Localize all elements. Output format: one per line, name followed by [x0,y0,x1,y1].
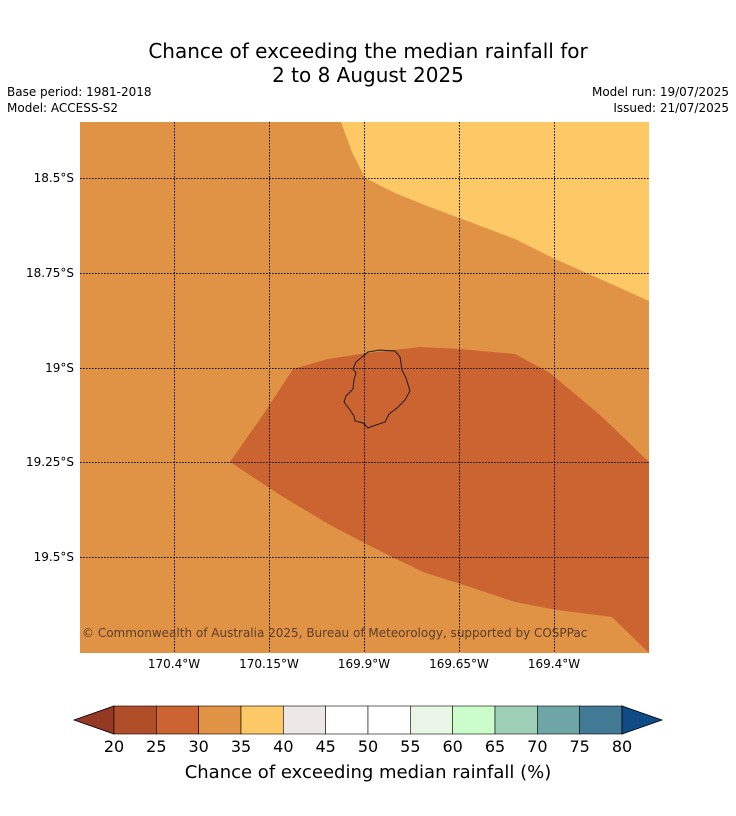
colorbar-tick-25: 25 [146,737,167,756]
colorbar-segment-10 [537,705,580,735]
colorbar-label: Chance of exceeding median rainfall (%) [184,762,552,783]
colorbar-tick-55: 55 [400,737,421,756]
colorbar-tick-35: 35 [230,737,252,756]
colorbar-segment-2 [198,705,242,735]
colorbar-tick-75: 75 [569,737,590,756]
lat-tick-18-75: 18.75°S [26,266,74,280]
colorbar-tick-30: 30 [188,737,209,756]
model-label: Model: ACCESS-S2 [7,101,119,115]
colorbar [72,705,664,735]
colorbar-segment-7 [410,705,453,735]
lon-tick-169-4: 169.4°W [527,657,581,671]
model-run-label: Model run: 19/07/2025 [591,85,729,99]
lat-tick-19-25: 19.25°S [26,455,74,469]
lon-tick-169-9: 169.9°W [337,657,391,671]
colorbar-segment-5 [325,705,369,735]
colorbar-tick-20: 20 [103,737,125,756]
zone-35-40 [341,122,649,301]
colorbar-segment-0 [113,705,157,735]
chart-title-line2: 2 to 8 August 2025 [272,63,464,87]
colorbar-tick-65: 65 [484,737,506,756]
lat-tick-18-5: 18.5°S [33,171,74,185]
niue-island [343,349,411,429]
colorbar-under-arrow [72,705,115,735]
colorbar-over-arrow [621,705,664,735]
chart-title-line1: Chance of exceeding the median rainfall … [148,39,588,63]
colorbar-tick-60: 60 [442,737,463,756]
lon-tick-170-15: 170.15°W [239,657,299,671]
lat-tick-19: 19°S [45,361,74,375]
colorbar-tick-40: 40 [273,737,294,756]
zone-25-30 [230,347,649,653]
colorbar-segment-3 [240,705,284,735]
colorbar-segment-1 [156,705,199,735]
colorbar-segment-11 [579,705,623,735]
colorbar-tick-45: 45 [315,737,336,756]
colorbar-segment-4 [283,705,326,735]
colorbar-tick-80: 80 [611,737,633,756]
colorbar-segment-9 [494,705,538,735]
lon-tick-169-65: 169.65°W [429,657,489,671]
copyright-notice: © Commonwealth of Australia 2025, Bureau… [82,626,588,640]
colorbar-tick-50: 50 [357,737,379,756]
colorbar-segment-8 [452,705,496,735]
issued-label: Issued: 21/07/2025 [613,101,729,115]
lat-tick-19-5: 19.5°S [33,550,74,564]
lon-tick-170-4: 170.4°W [147,657,201,671]
gridlines [80,122,649,653]
colorbar-segment-6 [367,705,411,735]
rainfall-map [80,122,649,653]
base-period-label: Base period: 1981-2018 [7,85,152,99]
colorbar-tick-70: 70 [527,737,548,756]
